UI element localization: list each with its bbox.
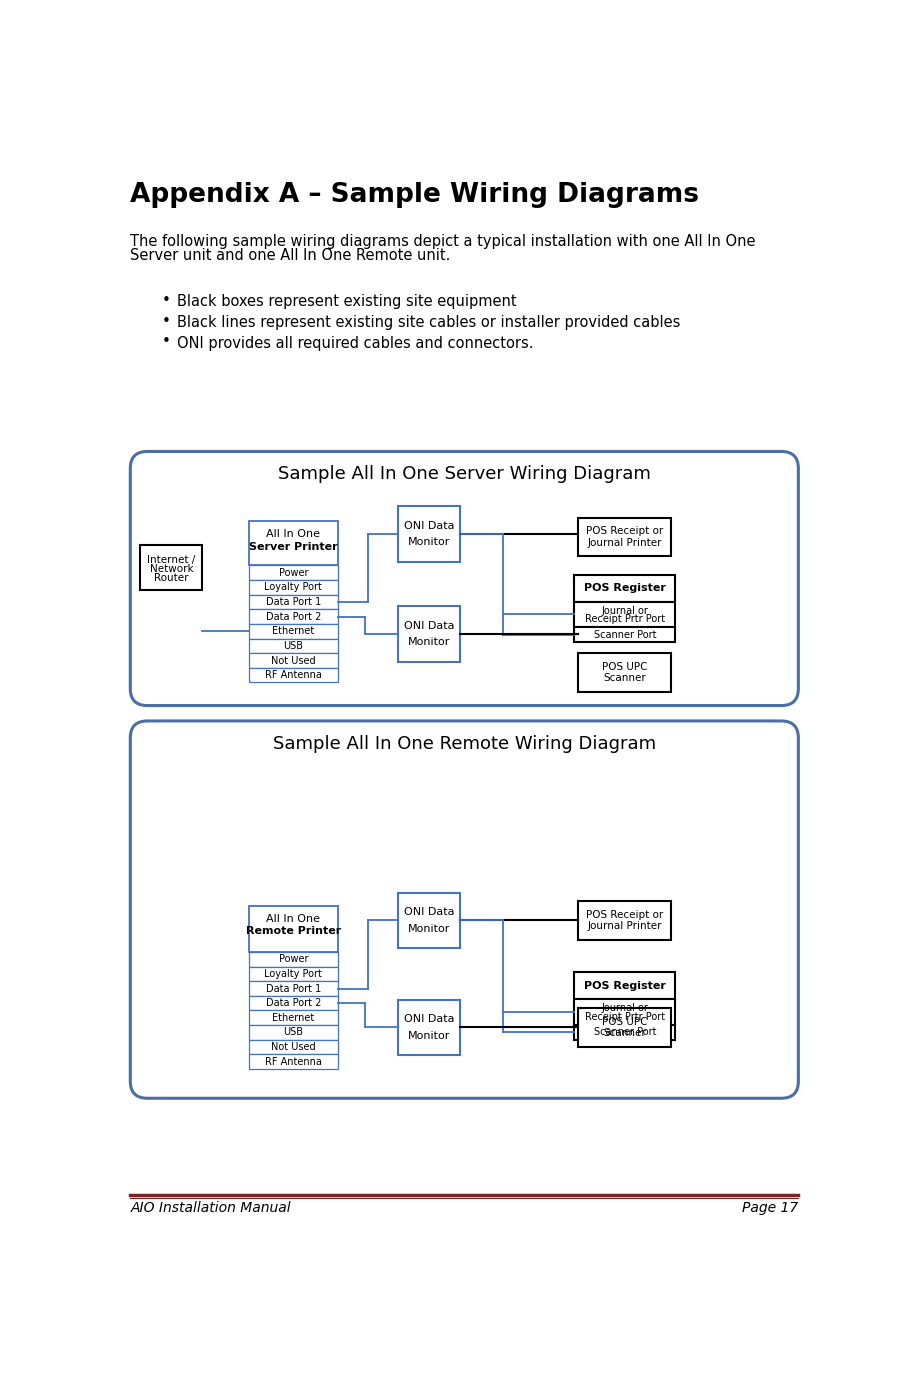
Text: Journal Printer: Journal Printer [587, 922, 662, 931]
Text: Loyalty Port: Loyalty Port [265, 583, 323, 593]
Text: Data Port 2: Data Port 2 [265, 612, 321, 622]
Text: Ethernet: Ethernet [273, 1013, 314, 1023]
Text: Network: Network [149, 564, 193, 573]
Text: Journal Printer: Journal Printer [587, 537, 662, 548]
Text: Monitor: Monitor [409, 923, 450, 934]
FancyBboxPatch shape [130, 451, 798, 705]
Text: Not Used: Not Used [271, 655, 316, 665]
Bar [574, 999, 675, 1024]
Text: •: • [161, 293, 170, 308]
Bar [249, 668, 338, 683]
Bar [249, 1026, 338, 1040]
Text: AIO Installation Manual: AIO Installation Manual [130, 1202, 291, 1216]
Text: All In One: All In One [266, 913, 321, 923]
Bar [249, 580, 338, 594]
Bar [249, 565, 338, 580]
Text: Internet /: Internet / [148, 555, 196, 565]
Text: Loyalty Port: Loyalty Port [265, 969, 323, 979]
Text: Sample All In One Remote Wiring Diagram: Sample All In One Remote Wiring Diagram [273, 734, 656, 752]
Text: Scanner Port: Scanner Port [593, 1027, 656, 1037]
Text: Power: Power [279, 568, 308, 577]
Text: Appendix A – Sample Wiring Diagrams: Appendix A – Sample Wiring Diagrams [130, 182, 699, 208]
Text: Server Printer: Server Printer [249, 541, 338, 551]
Text: Journal or: Journal or [602, 605, 648, 615]
Bar [399, 892, 460, 948]
Text: Scanner: Scanner [603, 673, 646, 683]
Text: Data Port 1: Data Port 1 [265, 597, 321, 607]
Text: Ethernet: Ethernet [273, 626, 314, 636]
Bar [140, 545, 202, 590]
Bar [574, 575, 675, 601]
Text: RF Antenna: RF Antenna [265, 1056, 322, 1067]
Text: POS Register: POS Register [583, 981, 666, 991]
Text: The following sample wiring diagrams depict a typical installation with one All : The following sample wiring diagrams dep… [130, 235, 756, 250]
Text: ONI provides all required cables and connectors.: ONI provides all required cables and con… [177, 336, 534, 351]
Text: ONI Data: ONI Data [404, 620, 455, 630]
Text: Journal or: Journal or [602, 1004, 648, 1013]
Text: ONI Data: ONI Data [404, 1015, 455, 1024]
Text: Monitor: Monitor [409, 537, 450, 547]
Bar [578, 654, 671, 691]
Bar [578, 518, 671, 557]
Text: Data Port 1: Data Port 1 [265, 984, 321, 994]
Text: Monitor: Monitor [409, 1031, 450, 1041]
Bar [249, 981, 338, 995]
Text: Router: Router [154, 573, 188, 583]
Bar [578, 1008, 671, 1047]
Bar [399, 999, 460, 1055]
Bar [249, 1055, 338, 1069]
Bar [574, 1024, 675, 1040]
Bar [249, 1010, 338, 1026]
Bar [249, 609, 338, 625]
Bar [574, 973, 675, 999]
Text: POS UPC: POS UPC [602, 1016, 648, 1027]
Text: POS Receipt or: POS Receipt or [586, 909, 663, 920]
Text: Receipt Prtr Port: Receipt Prtr Port [584, 1012, 665, 1022]
Bar [249, 995, 338, 1010]
Text: POS Receipt or: POS Receipt or [586, 526, 663, 536]
Bar [249, 638, 338, 654]
Text: Receipt Prtr Port: Receipt Prtr Port [584, 613, 665, 623]
Bar [249, 654, 338, 668]
Text: Remote Printer: Remote Printer [246, 926, 341, 936]
Text: Sample All In One Server Wiring Diagram: Sample All In One Server Wiring Diagram [278, 465, 651, 483]
Text: Power: Power [279, 955, 308, 965]
Text: All In One: All In One [266, 529, 321, 539]
Bar [574, 627, 675, 643]
Bar [249, 966, 338, 981]
Text: Black lines represent existing site cables or installer provided cables: Black lines represent existing site cabl… [177, 315, 680, 330]
Text: Page 17: Page 17 [742, 1202, 798, 1216]
Bar [578, 901, 671, 940]
Text: POS Register: POS Register [583, 583, 666, 593]
Bar [249, 952, 338, 966]
Bar [249, 520, 338, 565]
Text: •: • [161, 314, 170, 329]
Text: Not Used: Not Used [271, 1042, 316, 1052]
Text: Scanner Port: Scanner Port [593, 630, 656, 640]
Text: Data Port 2: Data Port 2 [265, 998, 321, 1008]
Text: Black boxes represent existing site equipment: Black boxes represent existing site equi… [177, 294, 516, 310]
Text: Server unit and one All In One Remote unit.: Server unit and one All In One Remote un… [130, 248, 450, 264]
FancyBboxPatch shape [130, 720, 798, 1098]
Bar [249, 1040, 338, 1055]
Bar [249, 625, 338, 638]
Text: POS UPC: POS UPC [602, 662, 648, 672]
Text: USB: USB [284, 641, 304, 651]
Text: RF Antenna: RF Antenna [265, 670, 322, 680]
Text: Monitor: Monitor [409, 637, 450, 647]
Text: USB: USB [284, 1027, 304, 1037]
Bar [249, 906, 338, 952]
Bar [574, 601, 675, 627]
Bar [399, 507, 460, 562]
Bar [249, 594, 338, 609]
Text: ONI Data: ONI Data [404, 520, 455, 530]
Text: ONI Data: ONI Data [404, 908, 455, 917]
Text: Scanner: Scanner [603, 1029, 646, 1038]
Text: •: • [161, 335, 170, 350]
Bar [399, 607, 460, 662]
